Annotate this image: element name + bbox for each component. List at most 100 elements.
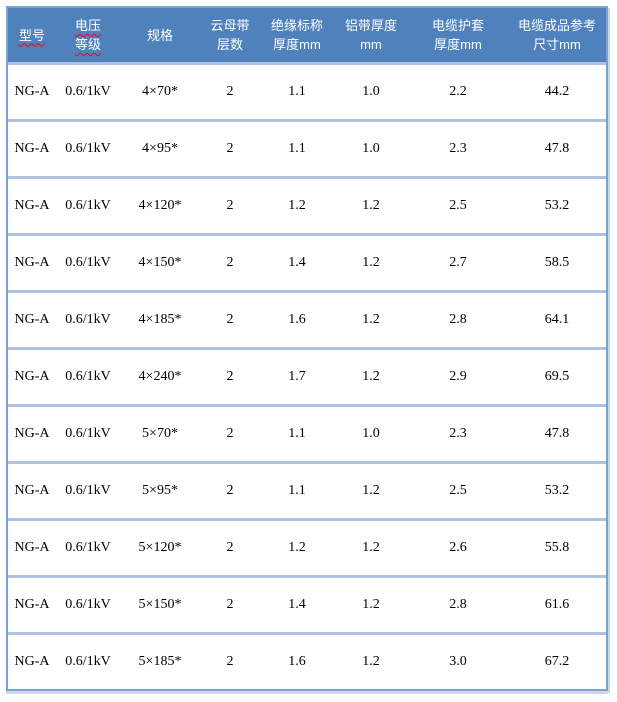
header-mica-line2: 层数: [216, 37, 243, 52]
cell-mica-layers: 2: [200, 234, 260, 293]
cell-aluminum-tape-thickness: 1.0: [334, 120, 408, 179]
cell-model: NG-A: [8, 348, 56, 407]
table-row: NG-A 0.6/1kV 4×70* 2 1.1 1.0 2.2 44.2: [8, 63, 606, 122]
cell-mica-layers: 2: [200, 576, 260, 635]
table-row: NG-A 0.6/1kV 5×70* 2 1.1 1.0 2.3 47.8: [8, 405, 606, 464]
cell-mica-layers: 2: [200, 291, 260, 350]
header-sheath-line2: 厚度mm: [434, 37, 482, 52]
table-row: NG-A 0.6/1kV 5×95* 2 1.1 1.2 2.5 53.2: [8, 462, 606, 521]
cell-insulation-thickness: 1.6: [260, 291, 334, 350]
cell-mica-layers: 2: [200, 519, 260, 578]
table-row: NG-A 0.6/1kV 4×120* 2 1.2 1.2 2.5 53.2: [8, 177, 606, 236]
cell-sheath-thickness: 2.8: [408, 576, 508, 635]
cell-model: NG-A: [8, 519, 56, 578]
header-voltage-line1: 电压: [74, 18, 101, 33]
cell-sheath-thickness: 2.6: [408, 519, 508, 578]
cell-spec: 4×70*: [120, 63, 200, 122]
cell-mica-layers: 2: [200, 348, 260, 407]
table-body: NG-A 0.6/1kV 4×70* 2 1.1 1.0 2.2 44.2 NG…: [8, 63, 606, 689]
table-row: NG-A 0.6/1kV 5×185* 2 1.6 1.2 3.0 67.2: [8, 633, 606, 689]
cell-spec: 4×240*: [120, 348, 200, 407]
cell-aluminum-tape-thickness: 1.2: [334, 234, 408, 293]
header-voltage-line2: 等级: [74, 37, 101, 52]
cell-mica-layers: 2: [200, 63, 260, 122]
header-spec: 规格: [120, 8, 200, 65]
cell-voltage-class: 0.6/1kV: [56, 462, 120, 521]
cell-aluminum-tape-thickness: 1.2: [334, 291, 408, 350]
cell-spec: 4×95*: [120, 120, 200, 179]
cell-spec: 5×95*: [120, 462, 200, 521]
header-finished-size: 电缆成品参考 尺寸mm: [508, 8, 606, 65]
cell-insulation-thickness: 1.6: [260, 633, 334, 689]
cell-aluminum-tape-thickness: 1.2: [334, 348, 408, 407]
table-row: NG-A 0.6/1kV 4×95* 2 1.1 1.0 2.3 47.8: [8, 120, 606, 179]
cell-insulation-thickness: 1.7: [260, 348, 334, 407]
cell-insulation-thickness: 1.1: [260, 405, 334, 464]
cell-finished-size: 55.8: [508, 519, 606, 578]
cell-model: NG-A: [8, 405, 56, 464]
cell-spec: 4×120*: [120, 177, 200, 236]
cell-sheath-thickness: 2.5: [408, 177, 508, 236]
cell-aluminum-tape-thickness: 1.2: [334, 519, 408, 578]
cell-model: NG-A: [8, 120, 56, 179]
header-row: 型号 电压 等级 规格 云母带 层数 绝缘标称 厚度mm: [8, 8, 606, 65]
cell-mica-layers: 2: [200, 405, 260, 464]
cell-sheath-thickness: 2.3: [408, 120, 508, 179]
cell-sheath-thickness: 2.5: [408, 462, 508, 521]
cell-model: NG-A: [8, 63, 56, 122]
cell-spec: 5×150*: [120, 576, 200, 635]
cell-finished-size: 47.8: [508, 405, 606, 464]
header-mica-layers: 云母带 层数: [200, 8, 260, 65]
cable-spec-table-container: 型号 电压 等级 规格 云母带 层数 绝缘标称 厚度mm: [6, 6, 608, 691]
header-finished-size-line1: 电缆成品参考: [517, 18, 596, 33]
cell-voltage-class: 0.6/1kV: [56, 519, 120, 578]
cell-spec: 4×185*: [120, 291, 200, 350]
cell-aluminum-tape-thickness: 1.2: [334, 633, 408, 689]
table-row: NG-A 0.6/1kV 5×120* 2 1.2 1.2 2.6 55.8: [8, 519, 606, 578]
table-row: NG-A 0.6/1kV 4×150* 2 1.4 1.2 2.7 58.5: [8, 234, 606, 293]
cell-spec: 4×150*: [120, 234, 200, 293]
cell-finished-size: 53.2: [508, 462, 606, 521]
cell-voltage-class: 0.6/1kV: [56, 291, 120, 350]
header-insulation-line1: 绝缘标称: [270, 18, 323, 33]
cell-voltage-class: 0.6/1kV: [56, 576, 120, 635]
cell-spec: 5×120*: [120, 519, 200, 578]
cell-finished-size: 61.6: [508, 576, 606, 635]
cell-aluminum-tape-thickness: 1.2: [334, 576, 408, 635]
table-row: NG-A 0.6/1kV 4×240* 2 1.7 1.2 2.9 69.5: [8, 348, 606, 407]
cell-model: NG-A: [8, 234, 56, 293]
cell-model: NG-A: [8, 177, 56, 236]
cell-insulation-thickness: 1.1: [260, 63, 334, 122]
cell-insulation-thickness: 1.1: [260, 120, 334, 179]
cell-aluminum-tape-thickness: 1.2: [334, 177, 408, 236]
cell-finished-size: 67.2: [508, 633, 606, 689]
cell-sheath-thickness: 2.3: [408, 405, 508, 464]
cell-mica-layers: 2: [200, 177, 260, 236]
cell-insulation-thickness: 1.4: [260, 234, 334, 293]
cell-voltage-class: 0.6/1kV: [56, 63, 120, 122]
header-sheath-thickness: 电缆护套 厚度mm: [408, 8, 508, 65]
cell-model: NG-A: [8, 633, 56, 689]
cell-sheath-thickness: 2.7: [408, 234, 508, 293]
table-header: 型号 电压 等级 规格 云母带 层数 绝缘标称 厚度mm: [8, 8, 606, 65]
cell-voltage-class: 0.6/1kV: [56, 348, 120, 407]
header-spec-label: 规格: [146, 27, 173, 43]
cell-voltage-class: 0.6/1kV: [56, 405, 120, 464]
cell-finished-size: 47.8: [508, 120, 606, 179]
cell-mica-layers: 2: [200, 633, 260, 689]
cell-mica-layers: 2: [200, 462, 260, 521]
header-aluminum-line2: mm: [360, 37, 382, 52]
header-finished-size-line2: 尺寸mm: [533, 37, 581, 52]
header-insulation-line2: 厚度mm: [273, 37, 321, 52]
cell-voltage-class: 0.6/1kV: [56, 633, 120, 689]
cell-sheath-thickness: 2.2: [408, 63, 508, 122]
header-aluminum-tape-thickness: 铝带厚度 mm: [334, 8, 408, 65]
cell-model: NG-A: [8, 462, 56, 521]
cell-insulation-thickness: 1.2: [260, 177, 334, 236]
cell-spec: 5×70*: [120, 405, 200, 464]
cell-sheath-thickness: 2.8: [408, 291, 508, 350]
header-sheath-line1: 电缆护套: [431, 18, 484, 33]
cell-finished-size: 44.2: [508, 63, 606, 122]
cell-sheath-thickness: 3.0: [408, 633, 508, 689]
cell-voltage-class: 0.6/1kV: [56, 177, 120, 236]
